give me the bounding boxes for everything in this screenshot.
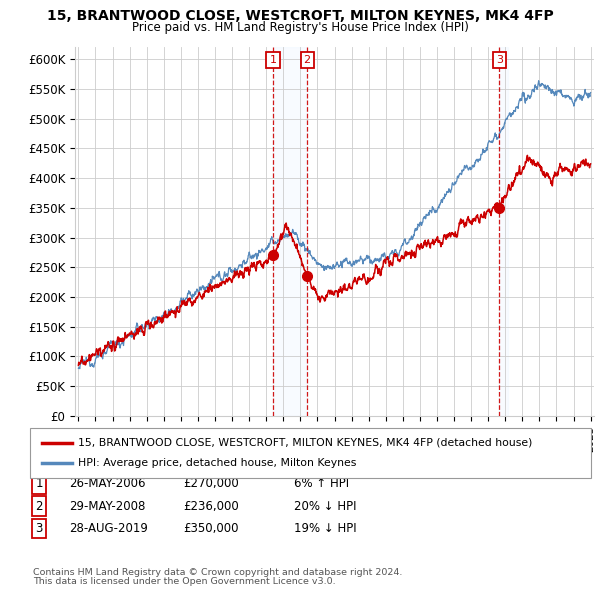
Text: £270,000: £270,000 bbox=[183, 477, 239, 490]
Text: 15, BRANTWOOD CLOSE, WESTCROFT, MILTON KEYNES, MK4 4FP: 15, BRANTWOOD CLOSE, WESTCROFT, MILTON K… bbox=[47, 9, 553, 24]
Text: 6% ↑ HPI: 6% ↑ HPI bbox=[294, 477, 349, 490]
Text: 1: 1 bbox=[269, 55, 277, 65]
Text: 26-MAY-2006: 26-MAY-2006 bbox=[69, 477, 146, 490]
Text: 2: 2 bbox=[35, 500, 43, 513]
Text: 20% ↓ HPI: 20% ↓ HPI bbox=[294, 500, 356, 513]
Text: Contains HM Land Registry data © Crown copyright and database right 2024.: Contains HM Land Registry data © Crown c… bbox=[33, 568, 403, 577]
Text: HPI: Average price, detached house, Milton Keynes: HPI: Average price, detached house, Milt… bbox=[78, 458, 356, 468]
Text: 29-MAY-2008: 29-MAY-2008 bbox=[69, 500, 145, 513]
Bar bbox=[499, 47, 508, 416]
Text: 19% ↓ HPI: 19% ↓ HPI bbox=[294, 522, 356, 535]
Text: £236,000: £236,000 bbox=[183, 500, 239, 513]
Text: 2: 2 bbox=[304, 55, 311, 65]
Text: This data is licensed under the Open Government Licence v3.0.: This data is licensed under the Open Gov… bbox=[33, 578, 335, 586]
Bar bbox=[273, 47, 307, 416]
Text: 28-AUG-2019: 28-AUG-2019 bbox=[69, 522, 148, 535]
Text: 3: 3 bbox=[496, 55, 503, 65]
Text: 15, BRANTWOOD CLOSE, WESTCROFT, MILTON KEYNES, MK4 4FP (detached house): 15, BRANTWOOD CLOSE, WESTCROFT, MILTON K… bbox=[78, 438, 532, 448]
Text: Price paid vs. HM Land Registry's House Price Index (HPI): Price paid vs. HM Land Registry's House … bbox=[131, 21, 469, 34]
Text: £350,000: £350,000 bbox=[183, 522, 239, 535]
Text: 1: 1 bbox=[35, 477, 43, 490]
Text: 3: 3 bbox=[35, 522, 43, 535]
